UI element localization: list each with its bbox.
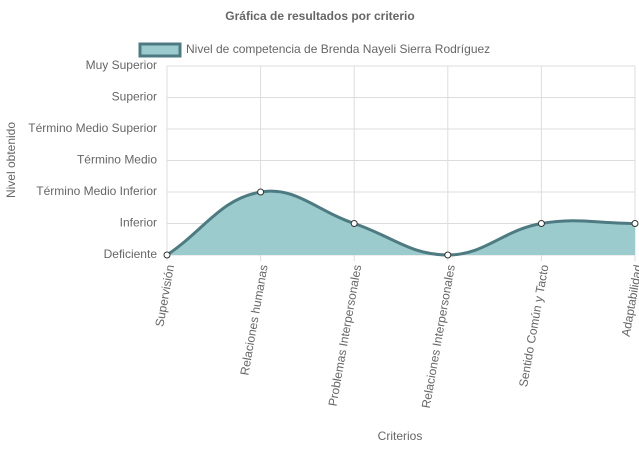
x-tick-label: Supervisión bbox=[152, 264, 177, 328]
chart-title: Gráfica de resultados por criterio bbox=[225, 9, 414, 23]
legend-label: Nivel de competencia de Brenda Nayeli Si… bbox=[186, 42, 490, 56]
y-tick-label: Término Medio bbox=[77, 153, 157, 167]
point bbox=[257, 188, 265, 196]
x-tick-label: Adaptabilidad bbox=[619, 264, 639, 338]
x-tick-label: Problemas Interpersonales bbox=[326, 264, 365, 408]
line bbox=[166, 189, 636, 257]
point bbox=[350, 220, 358, 227]
legend-swatch bbox=[138, 42, 182, 58]
x-tick-label: Relaciones Interpersonales bbox=[419, 264, 458, 410]
y-tick-label: Deficiente bbox=[104, 247, 158, 261]
y-axis-title: Nivel obtenido bbox=[4, 122, 18, 198]
point bbox=[631, 220, 639, 227]
area bbox=[167, 191, 635, 255]
y-tick-label: Término Medio Superior bbox=[28, 121, 157, 135]
y-tick-label: Superior bbox=[112, 90, 157, 104]
y-tick-label: Muy Superior bbox=[86, 58, 157, 72]
point bbox=[537, 220, 545, 227]
y-tick-label: Término Medio Inferior bbox=[36, 184, 157, 198]
y-tick-label: Inferior bbox=[120, 216, 157, 230]
x-tick-label: Sentido Común y Tacto bbox=[516, 263, 551, 388]
x-tick-label: Relaciones humanas bbox=[237, 264, 270, 377]
point bbox=[163, 251, 171, 259]
x-axis-title: Criterios bbox=[378, 429, 423, 443]
point bbox=[444, 251, 452, 259]
